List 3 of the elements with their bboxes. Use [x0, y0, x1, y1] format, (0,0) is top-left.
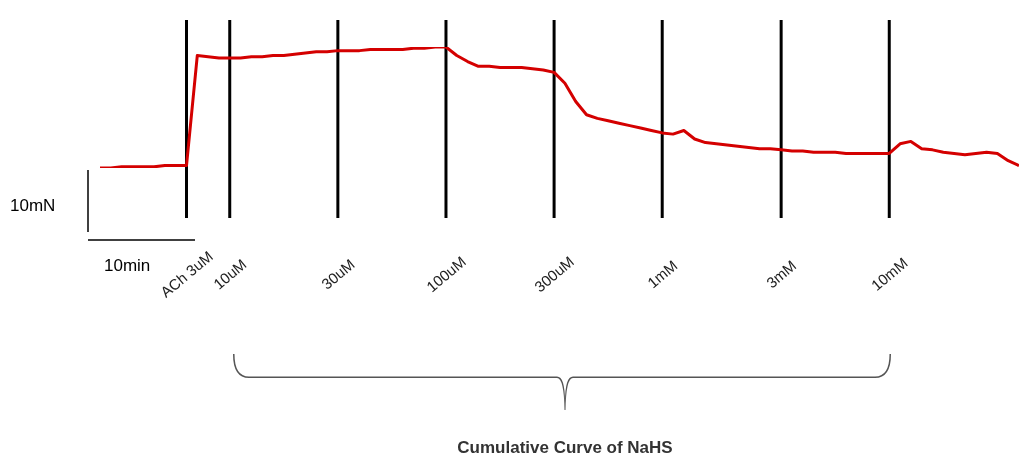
text: Cumulative Curve of NaHS	[456, 438, 674, 458]
text: 10mN	[10, 196, 56, 216]
text: 10min	[104, 256, 151, 276]
